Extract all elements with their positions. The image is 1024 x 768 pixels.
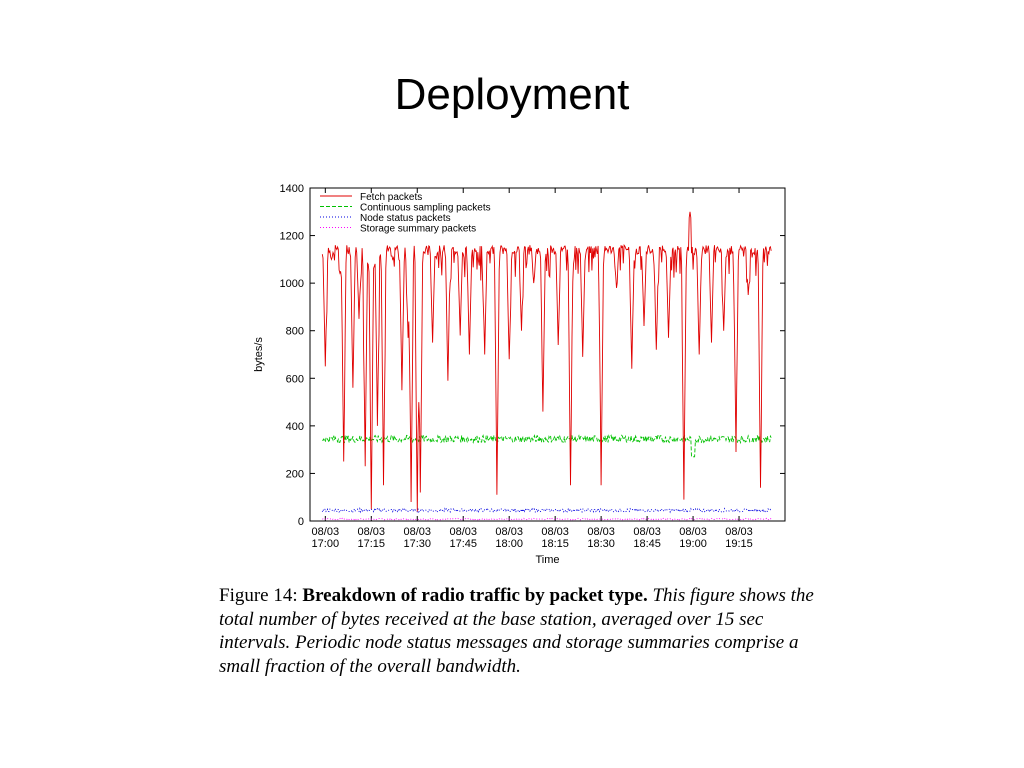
y-tick-label: 200 bbox=[286, 468, 304, 480]
x-tick-label-time: 18:30 bbox=[587, 538, 615, 550]
figure-caption: Figure 14: Breakdown of radio traffic by… bbox=[219, 584, 839, 678]
y-tick-label: 400 bbox=[286, 421, 304, 433]
figure-caption-description: This figure shows the total number of by… bbox=[219, 585, 814, 677]
x-tick-label-time: 17:45 bbox=[449, 538, 477, 550]
x-tick-label-time: 17:15 bbox=[358, 538, 386, 550]
x-axis-label: Time bbox=[535, 554, 559, 566]
series-line-node-status-packets bbox=[321, 507, 772, 514]
x-tick-label-date: 08/03 bbox=[725, 526, 753, 538]
x-tick-label-time: 18:15 bbox=[541, 538, 569, 550]
y-tick-label: 1000 bbox=[280, 278, 304, 290]
y-tick-label: 0 bbox=[298, 516, 304, 528]
series-line-continuous-sampling-packets bbox=[322, 433, 772, 458]
x-tick-label-date: 08/03 bbox=[358, 526, 386, 538]
x-tick-label-time: 17:00 bbox=[312, 538, 340, 550]
legend-label: Storage summary packets bbox=[360, 224, 476, 235]
legend-label: Continuous sampling packets bbox=[360, 203, 491, 214]
x-tick-label-date: 08/03 bbox=[633, 526, 661, 538]
x-tick-label-time: 19:00 bbox=[679, 538, 707, 550]
x-tick-label-time: 18:45 bbox=[633, 538, 661, 550]
x-tick-label-date: 08/03 bbox=[403, 526, 431, 538]
slide-title: Deployment bbox=[394, 70, 630, 119]
x-tick-label-date: 08/03 bbox=[679, 526, 707, 538]
x-tick-label-date: 08/03 bbox=[541, 526, 569, 538]
x-tick-label-date: 08/03 bbox=[312, 526, 340, 538]
x-tick-label-date: 08/03 bbox=[587, 526, 615, 538]
x-tick-label-time: 18:00 bbox=[495, 538, 523, 550]
y-tick-label: 1200 bbox=[280, 231, 304, 243]
y-tick-label: 600 bbox=[286, 373, 304, 385]
x-tick-label-date: 08/03 bbox=[495, 526, 523, 538]
y-axis-label: bytes/s bbox=[253, 337, 265, 372]
x-tick-label-time: 17:30 bbox=[403, 538, 431, 550]
legend-label: Fetch packets bbox=[360, 192, 422, 203]
radio-traffic-chart: 020040060080010001200140008/0317:0008/03… bbox=[253, 183, 786, 566]
legend-label: Node status packets bbox=[360, 213, 451, 224]
figure-label: Figure 14: bbox=[219, 585, 298, 606]
x-tick-label-date: 08/03 bbox=[449, 526, 477, 538]
series-line-storage-summary-packets bbox=[322, 517, 772, 521]
series-line-fetch-packets bbox=[321, 211, 772, 512]
x-tick-label-time: 19:15 bbox=[725, 538, 753, 550]
figure-caption-title: Breakdown of radio traffic by packet typ… bbox=[302, 585, 648, 606]
y-tick-label: 1400 bbox=[280, 183, 304, 195]
plot-frame bbox=[309, 187, 786, 522]
y-tick-label: 800 bbox=[286, 326, 304, 338]
